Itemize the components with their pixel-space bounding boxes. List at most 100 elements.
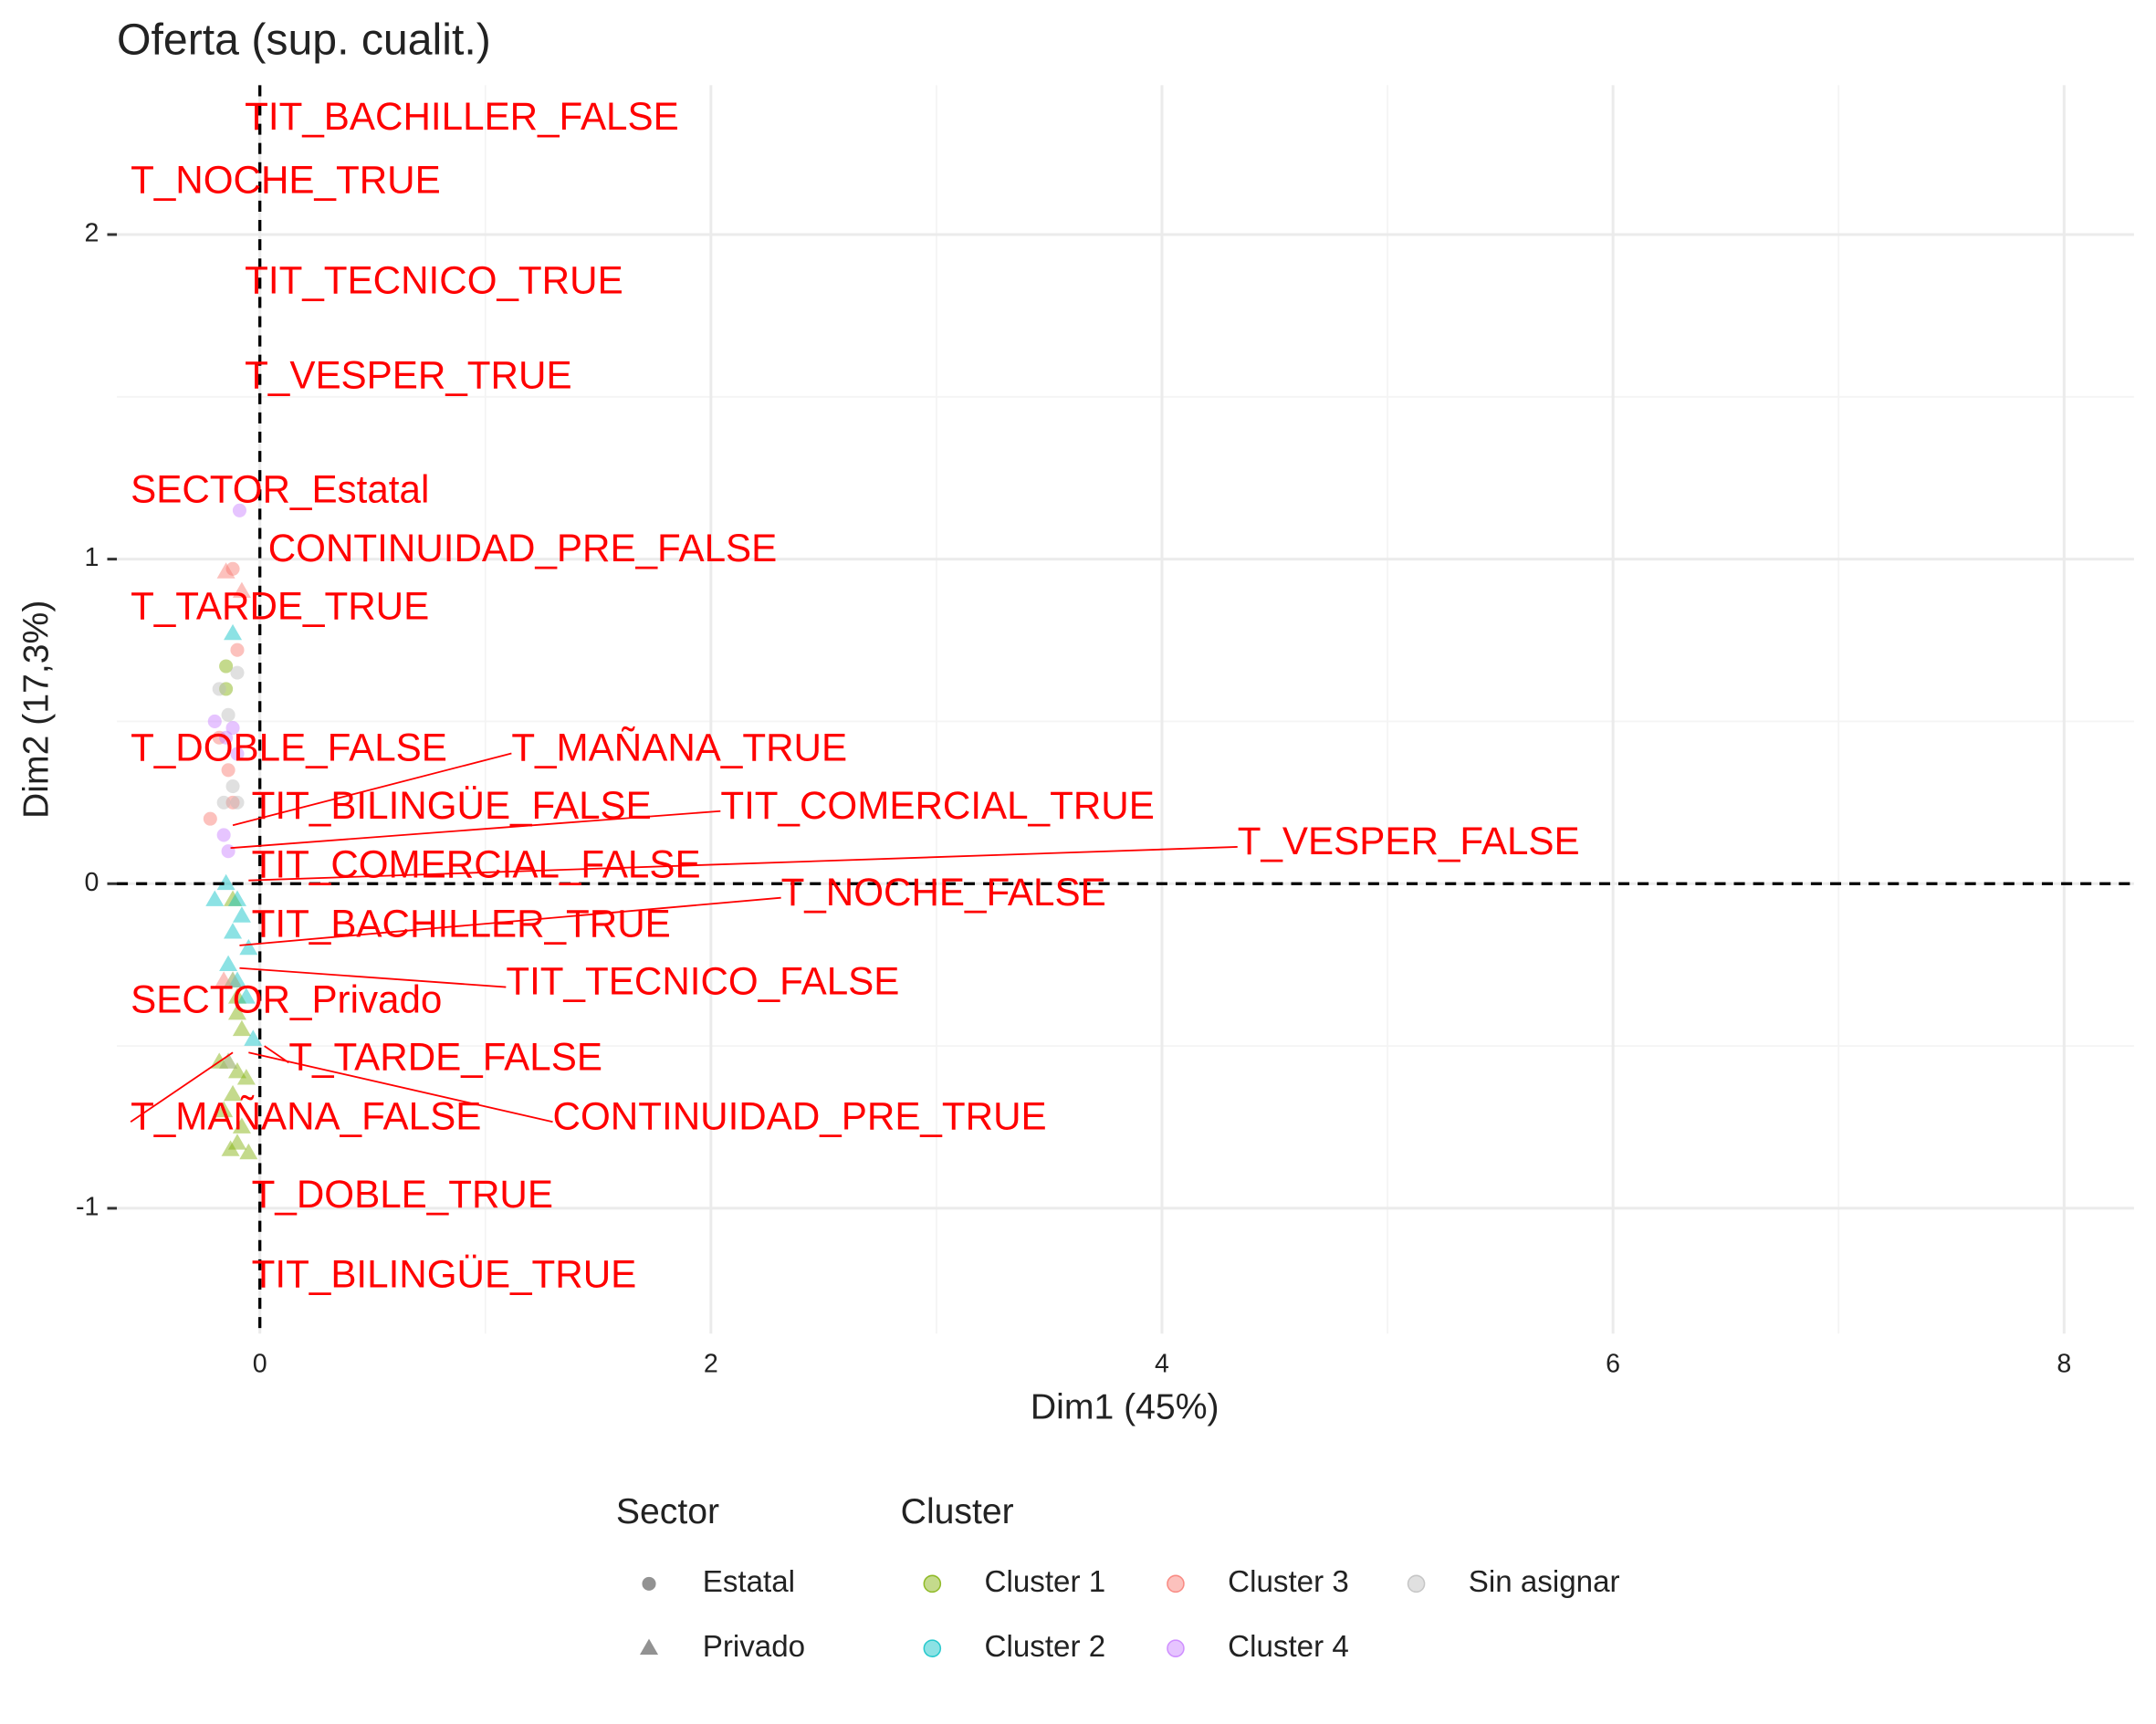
- y-axis-label: Dim2 (17,3%): [17, 601, 57, 819]
- observation-point: [219, 1052, 238, 1069]
- category-label: TIT_BILINGÜE_FALSE: [252, 784, 652, 827]
- observation-point: [216, 828, 231, 842]
- observation-point: [225, 795, 240, 810]
- observation-point: [224, 890, 243, 906]
- observation-point: [221, 763, 235, 778]
- observation-point: [227, 1003, 246, 1020]
- observation-point: [215, 1101, 234, 1118]
- category-label: TIT_COMERCIAL_TRUE: [720, 784, 1154, 827]
- label-segment: [239, 896, 781, 946]
- observation-point: [230, 747, 245, 761]
- legend-label: Privado: [703, 1630, 805, 1664]
- x-tick-label: 8: [2057, 1349, 2071, 1378]
- y-tick-label: -1: [76, 1192, 99, 1221]
- observation-point: [236, 987, 256, 1004]
- label-segment: [248, 846, 1238, 882]
- legend-key: [639, 1638, 659, 1656]
- axes: 0 2 4 6 8 -1 0 1 2: [76, 85, 2134, 1378]
- observation-point: [219, 659, 234, 674]
- x-tick-label: 4: [1155, 1349, 1169, 1378]
- category-label: T_VESPER_FALSE: [1238, 820, 1580, 862]
- legend-key: [923, 1574, 942, 1593]
- label-segment: [232, 752, 512, 827]
- legend-key: [923, 1639, 942, 1657]
- category-label: TIT_BACHILLER_TRUE: [252, 902, 671, 945]
- y-tick-label: 0: [85, 868, 99, 897]
- observation-point: [227, 890, 246, 906]
- chart-title: Oferta (sup. cualit.): [117, 15, 491, 64]
- observation-point: [219, 955, 238, 972]
- observation-point: [225, 561, 240, 576]
- observation-point: [221, 844, 235, 859]
- legend-key: [1167, 1639, 1185, 1657]
- category-label: CONTINUIDAD_PRE_FALSE: [268, 527, 778, 569]
- legend-title: Cluster: [901, 1492, 1014, 1531]
- legend-label: Cluster 3: [1228, 1565, 1349, 1599]
- observation-point: [227, 987, 246, 1004]
- category-label: T_DOBLE_TRUE: [252, 1173, 553, 1216]
- observation-point: [236, 1069, 256, 1085]
- category-label: TIT_TECNICO_FALSE: [506, 960, 899, 1003]
- observation-point: [219, 730, 234, 745]
- observation-point: [215, 971, 234, 987]
- observation-point: [227, 1061, 246, 1079]
- observation-point: [225, 721, 240, 736]
- category-label: SECTOR_Privado: [131, 977, 442, 1020]
- category-label: T_MAÑANA_FALSE: [131, 1094, 481, 1137]
- points: [203, 503, 263, 1160]
- observation-point: [221, 707, 235, 722]
- observation-point: [225, 779, 240, 794]
- y-tick-label: 2: [85, 219, 99, 248]
- y-tick-label: 1: [85, 543, 99, 572]
- legend-key: [1407, 1574, 1426, 1593]
- observation-point: [232, 906, 251, 923]
- observation-point: [244, 1029, 263, 1046]
- observation-point: [224, 1084, 243, 1102]
- observation-point: [207, 714, 222, 728]
- observation-point: [239, 1143, 258, 1160]
- category-label: T_TARDE_TRUE: [131, 584, 429, 627]
- legend-key: [642, 1576, 656, 1591]
- observation-point: [230, 643, 245, 657]
- category-label: TIT_BILINGÜE_TRUE: [252, 1253, 637, 1296]
- observation-point: [212, 730, 226, 745]
- label-segment: [230, 810, 721, 850]
- legend-label: Estatal: [703, 1565, 795, 1599]
- category-label: T_MAÑANA_TRUE: [511, 726, 847, 769]
- label-segment: [239, 966, 507, 988]
- legend: Sector Cluster Estatal Privado Cluster 1 Cl…: [616, 1492, 1620, 1664]
- observation-point: [239, 938, 258, 956]
- observation-point: [232, 503, 246, 517]
- observation-point: [224, 971, 243, 987]
- category-label: TIT_TECNICO_TRUE: [245, 258, 623, 301]
- observation-point: [216, 562, 235, 579]
- observation-point: [212, 682, 226, 696]
- observation-point: [221, 1140, 240, 1156]
- observation-point: [224, 971, 243, 987]
- observation-point: [219, 682, 234, 696]
- category-label: SECTOR_Estatal: [131, 467, 429, 510]
- label-segment: [248, 1051, 553, 1123]
- x-tick-label: 0: [253, 1349, 267, 1378]
- category-label: T_DOBLE_FALSE: [131, 726, 447, 769]
- observation-point: [232, 581, 251, 599]
- observation-point: [230, 665, 245, 680]
- observation-point: [205, 890, 225, 906]
- label-segment: [130, 1051, 234, 1123]
- category-label: T_NOCHE_FALSE: [781, 871, 1106, 914]
- legend-label: Cluster 2: [985, 1630, 1106, 1664]
- category-label: T_NOCHE_TRUE: [131, 158, 441, 201]
- observation-point: [227, 971, 246, 987]
- x-tick-label: 2: [704, 1349, 718, 1378]
- legend-label: Cluster 4: [1228, 1630, 1349, 1664]
- legend-title: Sector: [616, 1492, 719, 1531]
- category-label: TIT_BACHILLER_FALSE: [245, 95, 679, 138]
- category-label: T_TARDE_FALSE: [288, 1036, 602, 1079]
- legend-label: Cluster 1: [985, 1565, 1106, 1599]
- category-label: T_VESPER_TRUE: [245, 353, 571, 396]
- observation-point: [224, 623, 243, 641]
- observation-point: [216, 795, 231, 810]
- category-label: CONTINUIDAD_PRE_TRUE: [553, 1094, 1047, 1137]
- observation-point: [232, 1019, 251, 1037]
